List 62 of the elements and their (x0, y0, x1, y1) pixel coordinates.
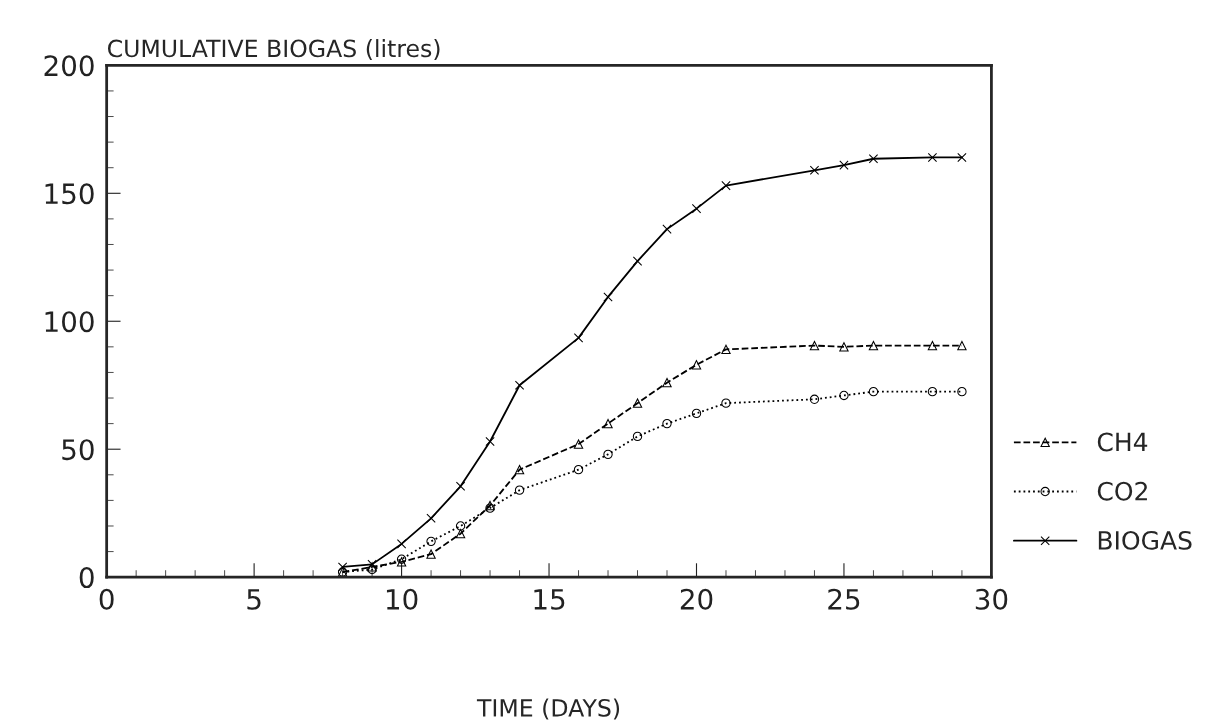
point (514, 380, 525, 390)
point (809, 394, 820, 404)
chart-title: CUMULATIVE BIOGAS (litres) (107, 39, 440, 61)
point (809, 165, 820, 175)
point (485, 436, 495, 447)
point (455, 481, 466, 492)
x-tick-label: 0 (99, 588, 114, 610)
point (426, 513, 436, 523)
point (573, 439, 584, 449)
point (927, 386, 938, 397)
point (868, 386, 879, 397)
point (839, 342, 849, 352)
point (957, 386, 967, 397)
point (514, 485, 525, 495)
point (662, 377, 672, 388)
legend-label: BIOGAS (1098, 530, 1192, 550)
point (927, 152, 938, 163)
point (721, 180, 731, 191)
y-tick-label: 0 (79, 567, 94, 589)
x-tick-label: 30 (975, 588, 1008, 610)
point (603, 418, 613, 429)
y-tick-label: 150 (45, 183, 94, 205)
point (514, 465, 525, 475)
point (632, 256, 643, 266)
y-tick-label: 50 (62, 439, 94, 461)
x-tick-label: 10 (386, 588, 418, 610)
point (662, 418, 672, 429)
point (957, 152, 967, 163)
point (455, 528, 466, 539)
point (868, 340, 879, 351)
point (573, 333, 584, 343)
legend-label: CH4 (1097, 432, 1148, 452)
x-tick-label: 5 (247, 589, 261, 610)
point (603, 449, 613, 460)
point (426, 549, 436, 559)
point (691, 360, 702, 370)
point (927, 340, 938, 351)
y-tick-label: 100 (45, 311, 94, 333)
point (337, 562, 348, 572)
x-axis-title: TIME (DAYS) (476, 698, 620, 720)
point (426, 536, 436, 547)
point (839, 160, 849, 170)
x-tick-label: 20 (680, 588, 713, 610)
point (632, 431, 643, 442)
point (957, 340, 967, 351)
x-tick-label: 25 (828, 588, 860, 610)
point (691, 408, 702, 419)
point (691, 203, 702, 214)
point (809, 340, 820, 351)
point (455, 521, 466, 531)
point (396, 539, 407, 549)
point (721, 344, 731, 355)
point (721, 398, 731, 408)
legend-label: CO2 (1097, 481, 1147, 501)
point (839, 390, 849, 401)
point (662, 224, 672, 234)
point (603, 292, 613, 302)
point (868, 154, 879, 164)
y-tick-label: 200 (44, 55, 94, 77)
point (632, 398, 643, 408)
point (573, 465, 584, 475)
x-tick-label: 15 (534, 589, 565, 610)
